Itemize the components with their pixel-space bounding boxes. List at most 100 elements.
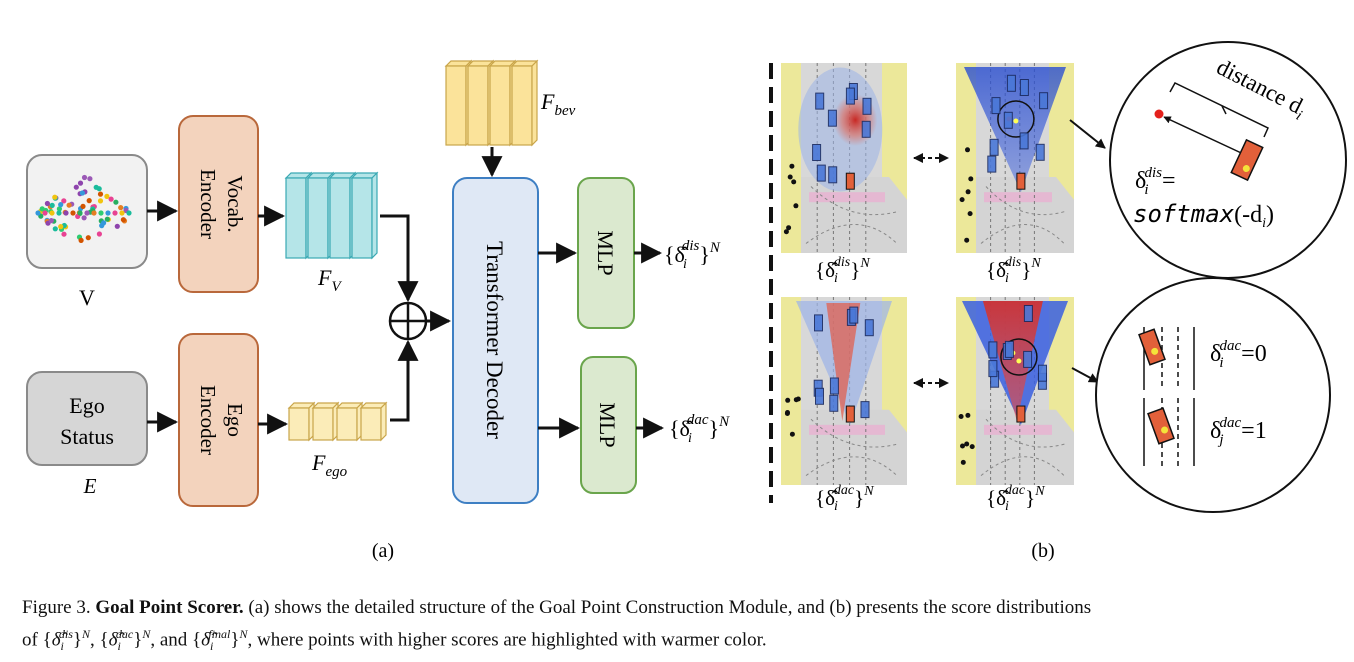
vehicle-box	[1023, 350, 1033, 368]
map-label-4: {δ̂idac}N	[986, 483, 1045, 514]
vocab-dot	[112, 210, 118, 216]
panel-b-label: (b)	[1031, 540, 1054, 562]
vocab-dot	[73, 184, 79, 190]
vehicle-box	[815, 92, 825, 110]
vocab-dot	[80, 203, 86, 209]
vocab-encoder-line1: Vocab.	[223, 175, 247, 232]
vocab-dot	[81, 174, 88, 181]
vocab-dot	[120, 217, 126, 223]
feature-slab-side	[531, 59, 538, 147]
vehicle-box	[815, 387, 824, 405]
vocab-dot	[77, 210, 83, 216]
ego-input-label: E	[83, 474, 97, 498]
vocab-dot	[77, 180, 84, 186]
feature-slab	[336, 407, 358, 441]
feature-v-stack	[284, 171, 379, 260]
arrow-fv-to-sum	[380, 214, 419, 303]
vehicle-box	[814, 314, 823, 332]
vocab-dot	[63, 210, 69, 216]
vocab-dot	[44, 200, 51, 207]
vehicle-box	[1023, 305, 1033, 322]
vocab-dot	[52, 194, 58, 200]
feature-slab-side	[380, 401, 387, 442]
vocab-dot	[35, 210, 41, 216]
vocab-dot	[118, 205, 124, 211]
vocab-dot	[85, 235, 91, 241]
ego-encoder-block: Ego Encoder	[178, 333, 259, 507]
map-label-2: {δ̂idis}N	[986, 255, 1041, 286]
vehicle-box	[828, 166, 838, 184]
score-map-4	[956, 297, 1074, 485]
vehicle-box	[812, 144, 822, 161]
vocab-dot	[49, 202, 55, 208]
feature-slab	[307, 177, 329, 259]
vocab-dot	[108, 196, 114, 202]
vehicle-box	[860, 401, 870, 419]
vocab-dot	[114, 223, 120, 229]
vocab-dot	[78, 237, 84, 243]
vocab-dot	[66, 202, 72, 208]
ego-car-icon	[1016, 172, 1026, 190]
vocab-dot	[58, 202, 64, 208]
vocab-dot	[97, 191, 104, 197]
caption-line2-text: , where points with higher scores are hi…	[247, 629, 767, 651]
vocab-dot	[81, 215, 87, 221]
mlp-bottom-label: MLP	[595, 402, 620, 447]
transformer-decoder-block: Transformer Decoder	[452, 177, 539, 504]
vocab-dot	[84, 210, 90, 216]
caption-line-1: Figure 3. Goal Point Scorer. (a) shows t…	[22, 594, 1342, 621]
vocab-dot	[98, 210, 104, 216]
zoom-arrow-top	[1069, 119, 1106, 149]
vocab-encoder-block: Vocab. Encoder	[178, 115, 259, 293]
caption-line1-text: (a) shows the detailed structure of the …	[243, 597, 1092, 618]
output-dis-label: {δ̂idis}N	[664, 238, 721, 272]
vocab-dot	[97, 198, 104, 204]
vehicle-box	[816, 164, 826, 182]
vocab-points-icon	[35, 174, 132, 243]
feature-bev-label: Fbev	[540, 89, 576, 119]
vocab-dot	[61, 198, 67, 204]
vocab-dot	[58, 224, 64, 230]
panel-a-label: (a)	[372, 540, 394, 562]
vocab-dot	[101, 220, 107, 226]
vocab-dot	[48, 218, 54, 224]
vehicle-box	[1006, 74, 1016, 92]
vocab-dot	[52, 226, 58, 232]
ego-car-icon	[845, 172, 855, 190]
svg-text:{δ̂idis}N: {δ̂idis}N	[664, 238, 721, 272]
score-map-1	[781, 63, 907, 253]
ego-car-icon	[845, 405, 855, 423]
vocab-dot	[79, 190, 85, 196]
ego-encoder-line1: Ego	[223, 403, 247, 437]
vocab-dot	[105, 210, 111, 216]
vehicle-box	[864, 319, 874, 337]
vocab-dot	[56, 206, 63, 212]
vehicle-box	[988, 341, 998, 359]
vehicle-box	[991, 97, 1001, 115]
vehicle-box	[829, 394, 839, 412]
vehicle-box	[862, 97, 872, 115]
caption-line-2: of {δ̂idis}N, {δ̂idac}N, and {δ̂ifinal}N…	[22, 627, 767, 654]
vocab-dot	[61, 231, 67, 237]
figure-caption: Figure 3. Goal Point Scorer. (a) shows t…	[22, 594, 1342, 660]
feature-v-label: FV	[317, 265, 342, 295]
goal-point-icon	[1154, 109, 1164, 119]
sum-node-icon	[388, 301, 428, 341]
vocab-encoder-line2: Encoder	[196, 169, 220, 239]
vocab-dot	[126, 210, 132, 216]
ego-status-box: Ego Status	[26, 371, 148, 466]
feature-slab	[285, 177, 307, 259]
vehicle-box	[987, 155, 997, 173]
vocab-dot	[56, 210, 62, 216]
ego-status-line1: Ego	[69, 393, 104, 418]
vehicle-box	[829, 377, 839, 395]
arrow-fego-to-sum	[390, 339, 419, 422]
vocab-dot	[91, 210, 97, 216]
feature-slab	[360, 407, 382, 441]
map-label-1: {δ̂idis}N	[815, 255, 870, 286]
vehicle-box	[1004, 340, 1014, 358]
feature-slab	[288, 407, 310, 441]
vocab-dot	[70, 210, 76, 216]
